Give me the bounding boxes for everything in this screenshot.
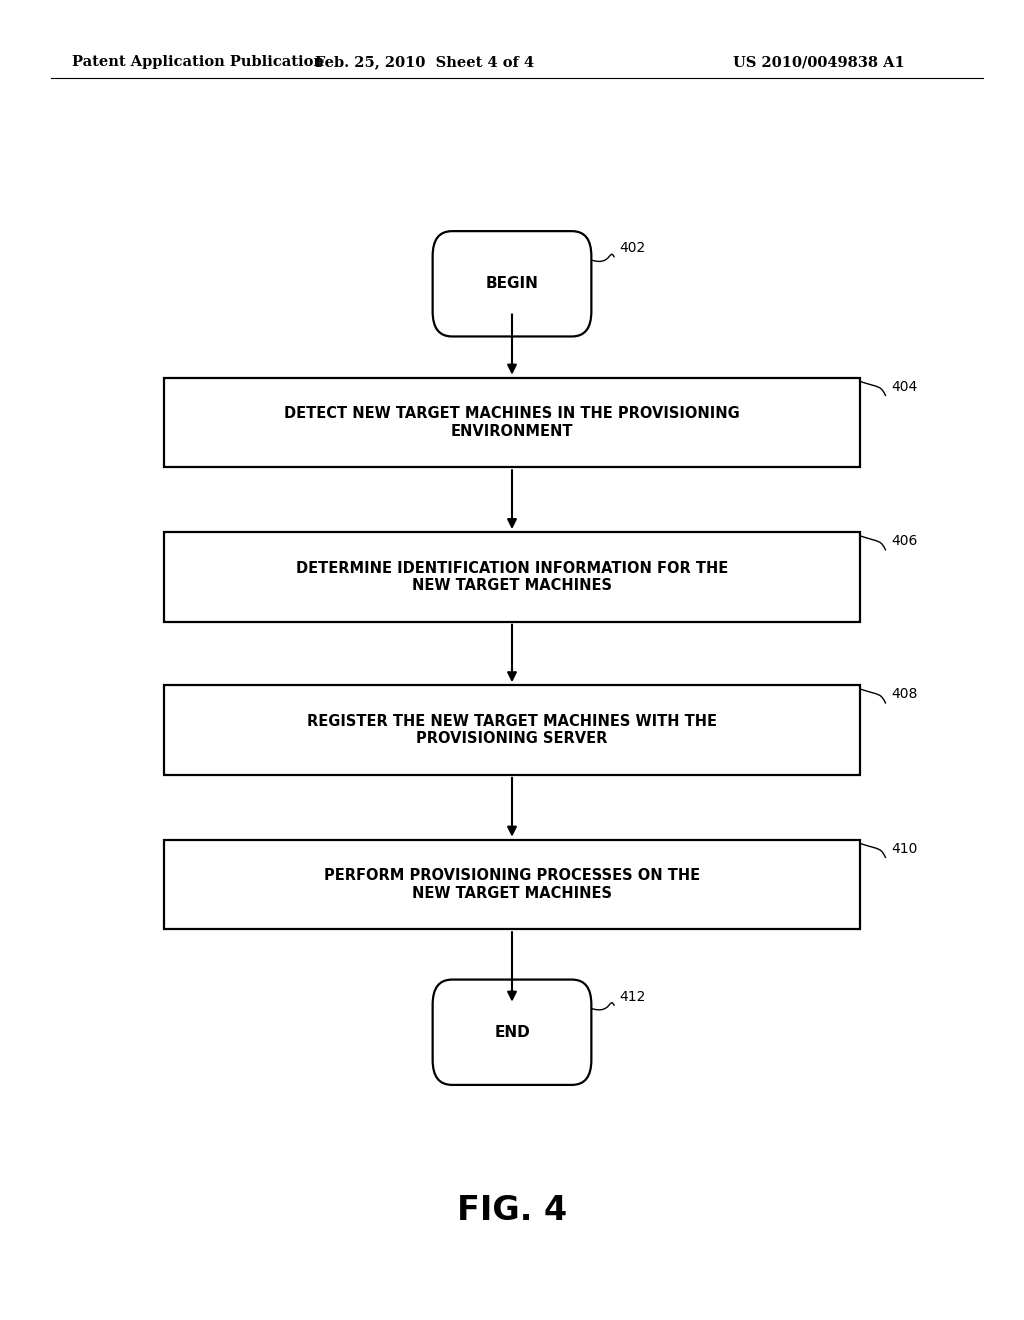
Text: 406: 406 (891, 535, 918, 548)
Text: 412: 412 (620, 990, 646, 1003)
Bar (164, 840, 860, 929)
Text: 408: 408 (891, 688, 918, 701)
Text: Feb. 25, 2010  Sheet 4 of 4: Feb. 25, 2010 Sheet 4 of 4 (315, 55, 535, 69)
Text: 410: 410 (891, 842, 918, 855)
Bar (164, 378, 860, 467)
Text: DETERMINE IDENTIFICATION INFORMATION FOR THE
NEW TARGET MACHINES: DETERMINE IDENTIFICATION INFORMATION FOR… (296, 561, 728, 593)
Text: REGISTER THE NEW TARGET MACHINES WITH THE
PROVISIONING SERVER: REGISTER THE NEW TARGET MACHINES WITH TH… (307, 714, 717, 746)
Text: BEGIN: BEGIN (485, 276, 539, 292)
Text: FIG. 4: FIG. 4 (457, 1193, 567, 1228)
Bar (164, 532, 860, 622)
FancyBboxPatch shape (432, 979, 592, 1085)
FancyBboxPatch shape (432, 231, 592, 337)
Bar (164, 685, 860, 775)
Text: PERFORM PROVISIONING PROCESSES ON THE
NEW TARGET MACHINES: PERFORM PROVISIONING PROCESSES ON THE NE… (324, 869, 700, 900)
Text: 402: 402 (620, 242, 646, 255)
Text: US 2010/0049838 A1: US 2010/0049838 A1 (733, 55, 905, 69)
Text: END: END (495, 1024, 529, 1040)
Text: 404: 404 (891, 380, 918, 393)
Text: DETECT NEW TARGET MACHINES IN THE PROVISIONING
ENVIRONMENT: DETECT NEW TARGET MACHINES IN THE PROVIS… (284, 407, 740, 438)
Text: Patent Application Publication: Patent Application Publication (72, 55, 324, 69)
